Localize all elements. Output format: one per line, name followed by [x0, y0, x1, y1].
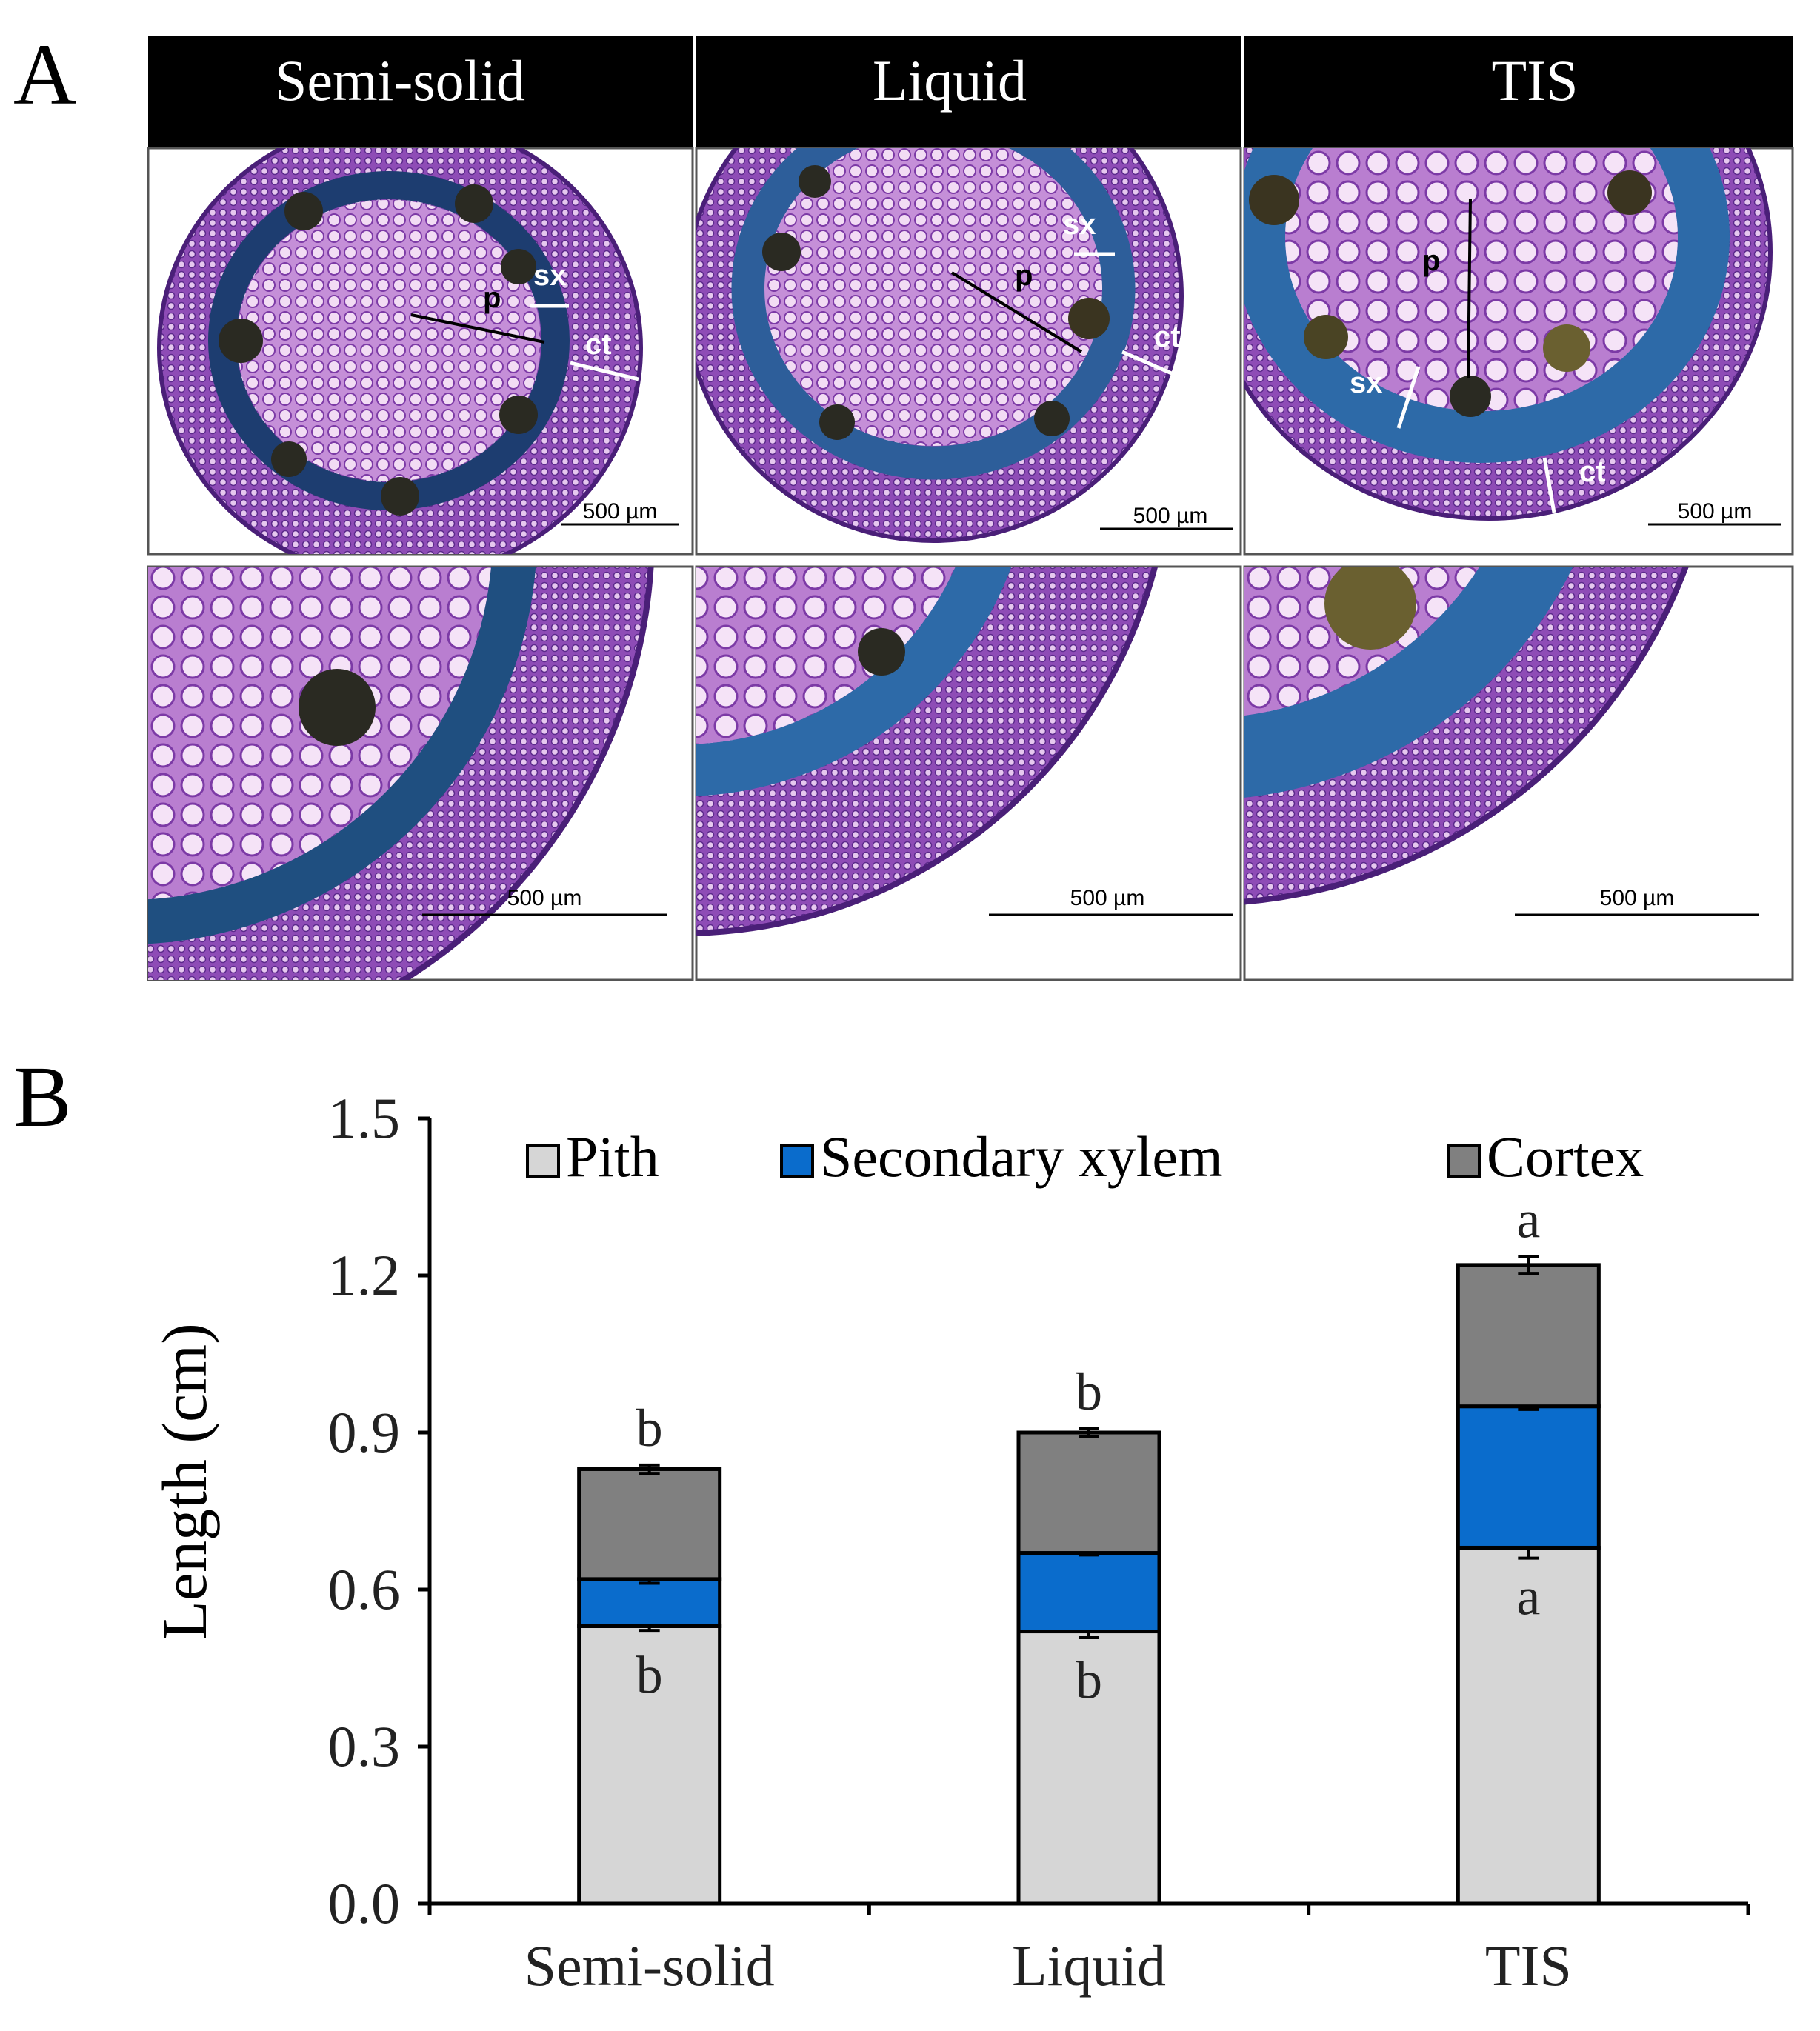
bar-segment-secondary-xylem: [1456, 1404, 1601, 1550]
legend-label: Pith: [566, 1124, 659, 1189]
significance-letter: b: [636, 1645, 663, 1704]
column-header-bar: Semi-solid Liquid TIS: [148, 36, 1793, 148]
label-p: p: [1422, 244, 1440, 277]
significance-letter: a: [1516, 1567, 1540, 1626]
legend-swatch-secondary-xylem: [780, 1144, 814, 1178]
scale-bar-label: 500 µm: [1600, 886, 1675, 910]
label-sx: sx: [533, 259, 567, 292]
bar-segment-secondary-xylem: [577, 1577, 722, 1628]
micrograph-tis-detail: 500 µm: [1243, 565, 1794, 981]
micrograph-liquid-detail: 500 µm: [695, 565, 1242, 981]
x-tick-label: Liquid: [1012, 1933, 1166, 1998]
legend-label: Cortex: [1487, 1124, 1644, 1189]
scale-bar-label: 500 µm: [1678, 499, 1753, 524]
micrograph-liquid-overview: p sx ct 500 µm: [695, 147, 1242, 556]
y-tick-label: 0.6: [328, 1557, 401, 1621]
x-tick-label: Semi-solid: [524, 1933, 775, 1998]
label-ct: ct: [1154, 321, 1181, 353]
scale-bar-label: 500 µm: [507, 886, 582, 910]
y-tick-label: 0.0: [328, 1871, 401, 1935]
micrograph-semi-solid-overview: p sx ct 500 µm: [147, 147, 694, 556]
significance-letter: b: [636, 1398, 663, 1458]
label-p: p: [483, 281, 501, 314]
y-axis-label: Length (cm): [149, 1323, 220, 1639]
scale-bar-label: 500 µm: [1133, 504, 1208, 528]
significance-letter: b: [1076, 1651, 1102, 1710]
significance-letter: b: [1076, 1362, 1102, 1421]
label-ct: ct: [1579, 456, 1606, 488]
y-tick-label: 0.3: [328, 1714, 401, 1778]
chart-bars: bcbbbbaaa: [577, 1190, 1601, 1906]
bar-segment-cortex: [577, 1467, 722, 1581]
legend-swatch-pith: [526, 1144, 560, 1178]
bar-segment-pith: [577, 1624, 722, 1906]
micrograph-tis-overview: p sx ct 500 µm: [1243, 147, 1794, 556]
bar-segment-cortex: [1016, 1430, 1161, 1555]
column-header-semi-solid: Semi-solid: [275, 48, 525, 113]
panel-a-label: A: [13, 26, 76, 123]
scale-bar-label: 500 µm: [1070, 886, 1145, 910]
bar-segment-cortex: [1456, 1263, 1601, 1409]
bar-segment-pith: [1016, 1630, 1161, 1906]
y-tick-label: 1.2: [328, 1243, 401, 1307]
column-header-tis: TIS: [1492, 48, 1579, 113]
bar-segment-pith: [1456, 1545, 1601, 1906]
chart-legend: Pith Secondary xylem Cortex: [526, 1124, 1644, 1189]
x-tick-label: TIS: [1485, 1933, 1572, 1998]
micrograph-semi-solid-detail: 500 µm: [147, 565, 694, 981]
significance-letter: a: [1516, 1190, 1540, 1250]
scale-bar-label: 500 µm: [583, 499, 658, 524]
panel-b-label: B: [13, 1048, 72, 1145]
label-p: p: [1015, 259, 1033, 292]
label-ct: ct: [585, 328, 612, 361]
column-header-liquid: Liquid: [873, 48, 1027, 113]
label-sx: sx: [1350, 367, 1383, 399]
legend-swatch-cortex: [1447, 1144, 1481, 1178]
label-sx: sx: [1063, 208, 1096, 241]
y-tick-label: 0.9: [328, 1400, 401, 1464]
y-tick-label: 1.5: [328, 1086, 401, 1150]
legend-label: Secondary xylem: [820, 1124, 1223, 1189]
bar-segment-secondary-xylem: [1016, 1551, 1161, 1634]
